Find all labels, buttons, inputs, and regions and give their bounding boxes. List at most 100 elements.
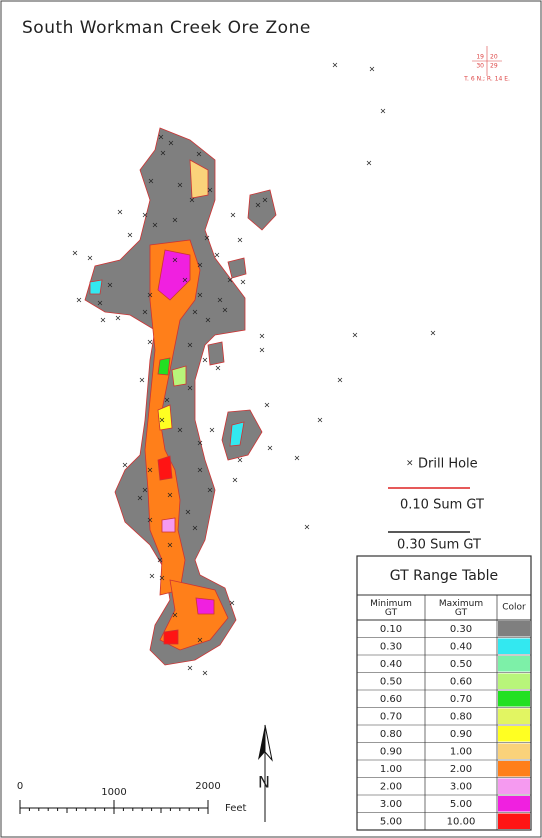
min-gt: 5.00 bbox=[380, 816, 402, 827]
drill-hole: × bbox=[264, 401, 271, 410]
drill-hole: × bbox=[139, 376, 146, 385]
drill-hole: × bbox=[187, 341, 194, 350]
drill-hole: × bbox=[197, 636, 204, 645]
township-label: T. 6 N.; R. 14 E. bbox=[463, 76, 510, 83]
section: 30 bbox=[476, 63, 484, 70]
drill-hole: × bbox=[159, 416, 166, 425]
section: 20 bbox=[490, 54, 498, 61]
drill-hole: × bbox=[122, 461, 129, 470]
ore-contours bbox=[84, 127, 277, 666]
max-gt: 5.00 bbox=[450, 799, 472, 810]
drill-hole: × bbox=[87, 254, 94, 263]
max-gt: 3.00 bbox=[450, 781, 472, 792]
drill-hole: × bbox=[205, 316, 212, 325]
drill-hole: × bbox=[177, 426, 184, 435]
drill-hole: × bbox=[147, 516, 154, 525]
max-gt: 2.00 bbox=[450, 764, 472, 775]
drill-hole: × bbox=[259, 346, 266, 355]
min-gt: 0.70 bbox=[380, 711, 402, 722]
drill-hole: × bbox=[352, 331, 359, 340]
drill-hole: × bbox=[160, 149, 167, 158]
drill-hole: × bbox=[214, 251, 221, 260]
drill-hole: × bbox=[197, 261, 204, 270]
drill-hole: × bbox=[127, 231, 134, 240]
drill-hole: × bbox=[209, 426, 216, 435]
table-title: GT Range Table bbox=[390, 568, 498, 584]
max-gt: 0.40 bbox=[450, 641, 472, 652]
drill-hole: × bbox=[189, 196, 196, 205]
drill-hole: × bbox=[142, 486, 149, 495]
drill-hole: × bbox=[197, 466, 204, 475]
scale-label: 2000 bbox=[195, 781, 220, 792]
min-gt: 2.00 bbox=[380, 781, 402, 792]
min-gt: 3.00 bbox=[380, 799, 402, 810]
drill-hole: × bbox=[227, 276, 234, 285]
drill-hole: × bbox=[168, 139, 175, 148]
drill-hole: × bbox=[197, 439, 204, 448]
drill-hole: × bbox=[152, 221, 159, 230]
color-swatch bbox=[498, 796, 530, 812]
drill-hole: × bbox=[240, 278, 247, 287]
max-gt: 0.30 bbox=[450, 624, 472, 635]
max-gt: 0.60 bbox=[450, 676, 472, 687]
legend-label: 0.10 Sum GT bbox=[400, 498, 484, 513]
drill-hole: × bbox=[267, 444, 274, 453]
drill-hole: × bbox=[159, 574, 166, 583]
drill-hole: × bbox=[255, 201, 262, 210]
drill-hole: × bbox=[380, 107, 387, 116]
drill-hole: × bbox=[172, 216, 179, 225]
drill-hole: × bbox=[115, 314, 122, 323]
drill-hole: × bbox=[217, 296, 224, 305]
drill-hole: × bbox=[369, 65, 376, 74]
drill-hole: × bbox=[187, 664, 194, 673]
drill-hole: × bbox=[196, 150, 203, 159]
drill-hole: × bbox=[142, 308, 149, 317]
max-gt: 1.00 bbox=[450, 746, 472, 757]
table-header: Color bbox=[502, 603, 526, 613]
color-swatch bbox=[498, 726, 530, 742]
drill-hole: × bbox=[237, 236, 244, 245]
color-swatch bbox=[498, 673, 530, 689]
drill-hole: × bbox=[192, 524, 199, 533]
drill-hole: × bbox=[204, 234, 211, 243]
drill-hole: × bbox=[177, 181, 184, 190]
color-swatch bbox=[498, 638, 530, 654]
drill-hole: × bbox=[222, 306, 229, 315]
drill-hole: × bbox=[366, 159, 373, 168]
drill-hole: × bbox=[107, 281, 114, 290]
drill-hole: × bbox=[172, 611, 179, 620]
max-gt: 0.90 bbox=[450, 729, 472, 740]
drill-hole: × bbox=[158, 133, 165, 142]
drill-hole: × bbox=[202, 669, 209, 678]
drill-hole: × bbox=[164, 396, 171, 405]
max-gt: 10.00 bbox=[447, 816, 476, 827]
drill-hole: × bbox=[215, 364, 222, 373]
max-gt: 0.70 bbox=[450, 694, 472, 705]
drill-hole: × bbox=[149, 572, 156, 581]
color-swatch bbox=[498, 708, 530, 724]
drill-hole: × bbox=[167, 541, 174, 550]
drill-hole: × bbox=[232, 476, 239, 485]
drill-hole: × bbox=[147, 291, 154, 300]
legend-label: 0.30 Sum GT bbox=[397, 538, 481, 553]
drill-hole: × bbox=[337, 376, 344, 385]
drill-hole: × bbox=[192, 308, 199, 317]
north-arrow: N bbox=[258, 724, 273, 822]
color-swatch bbox=[498, 778, 530, 794]
drill-hole: × bbox=[137, 494, 144, 503]
drill-hole-symbol: × bbox=[406, 459, 414, 469]
scale-label: 1000 bbox=[101, 787, 126, 798]
drill-hole: × bbox=[294, 454, 301, 463]
township-marker: 19 20 30 29 T. 6 N.; R. 14 E. bbox=[463, 46, 510, 83]
drill-hole: × bbox=[76, 296, 83, 305]
drill-hole: × bbox=[259, 332, 266, 341]
section: 19 bbox=[476, 54, 484, 61]
min-gt: 1.00 bbox=[380, 764, 402, 775]
drill-hole: × bbox=[147, 466, 154, 475]
scale-bar: 0 1000 2000 Feet bbox=[17, 781, 247, 814]
color-swatch bbox=[498, 621, 530, 637]
color-swatch bbox=[498, 691, 530, 707]
color-swatch bbox=[498, 743, 530, 759]
table-header: Minimum GT bbox=[370, 599, 412, 618]
